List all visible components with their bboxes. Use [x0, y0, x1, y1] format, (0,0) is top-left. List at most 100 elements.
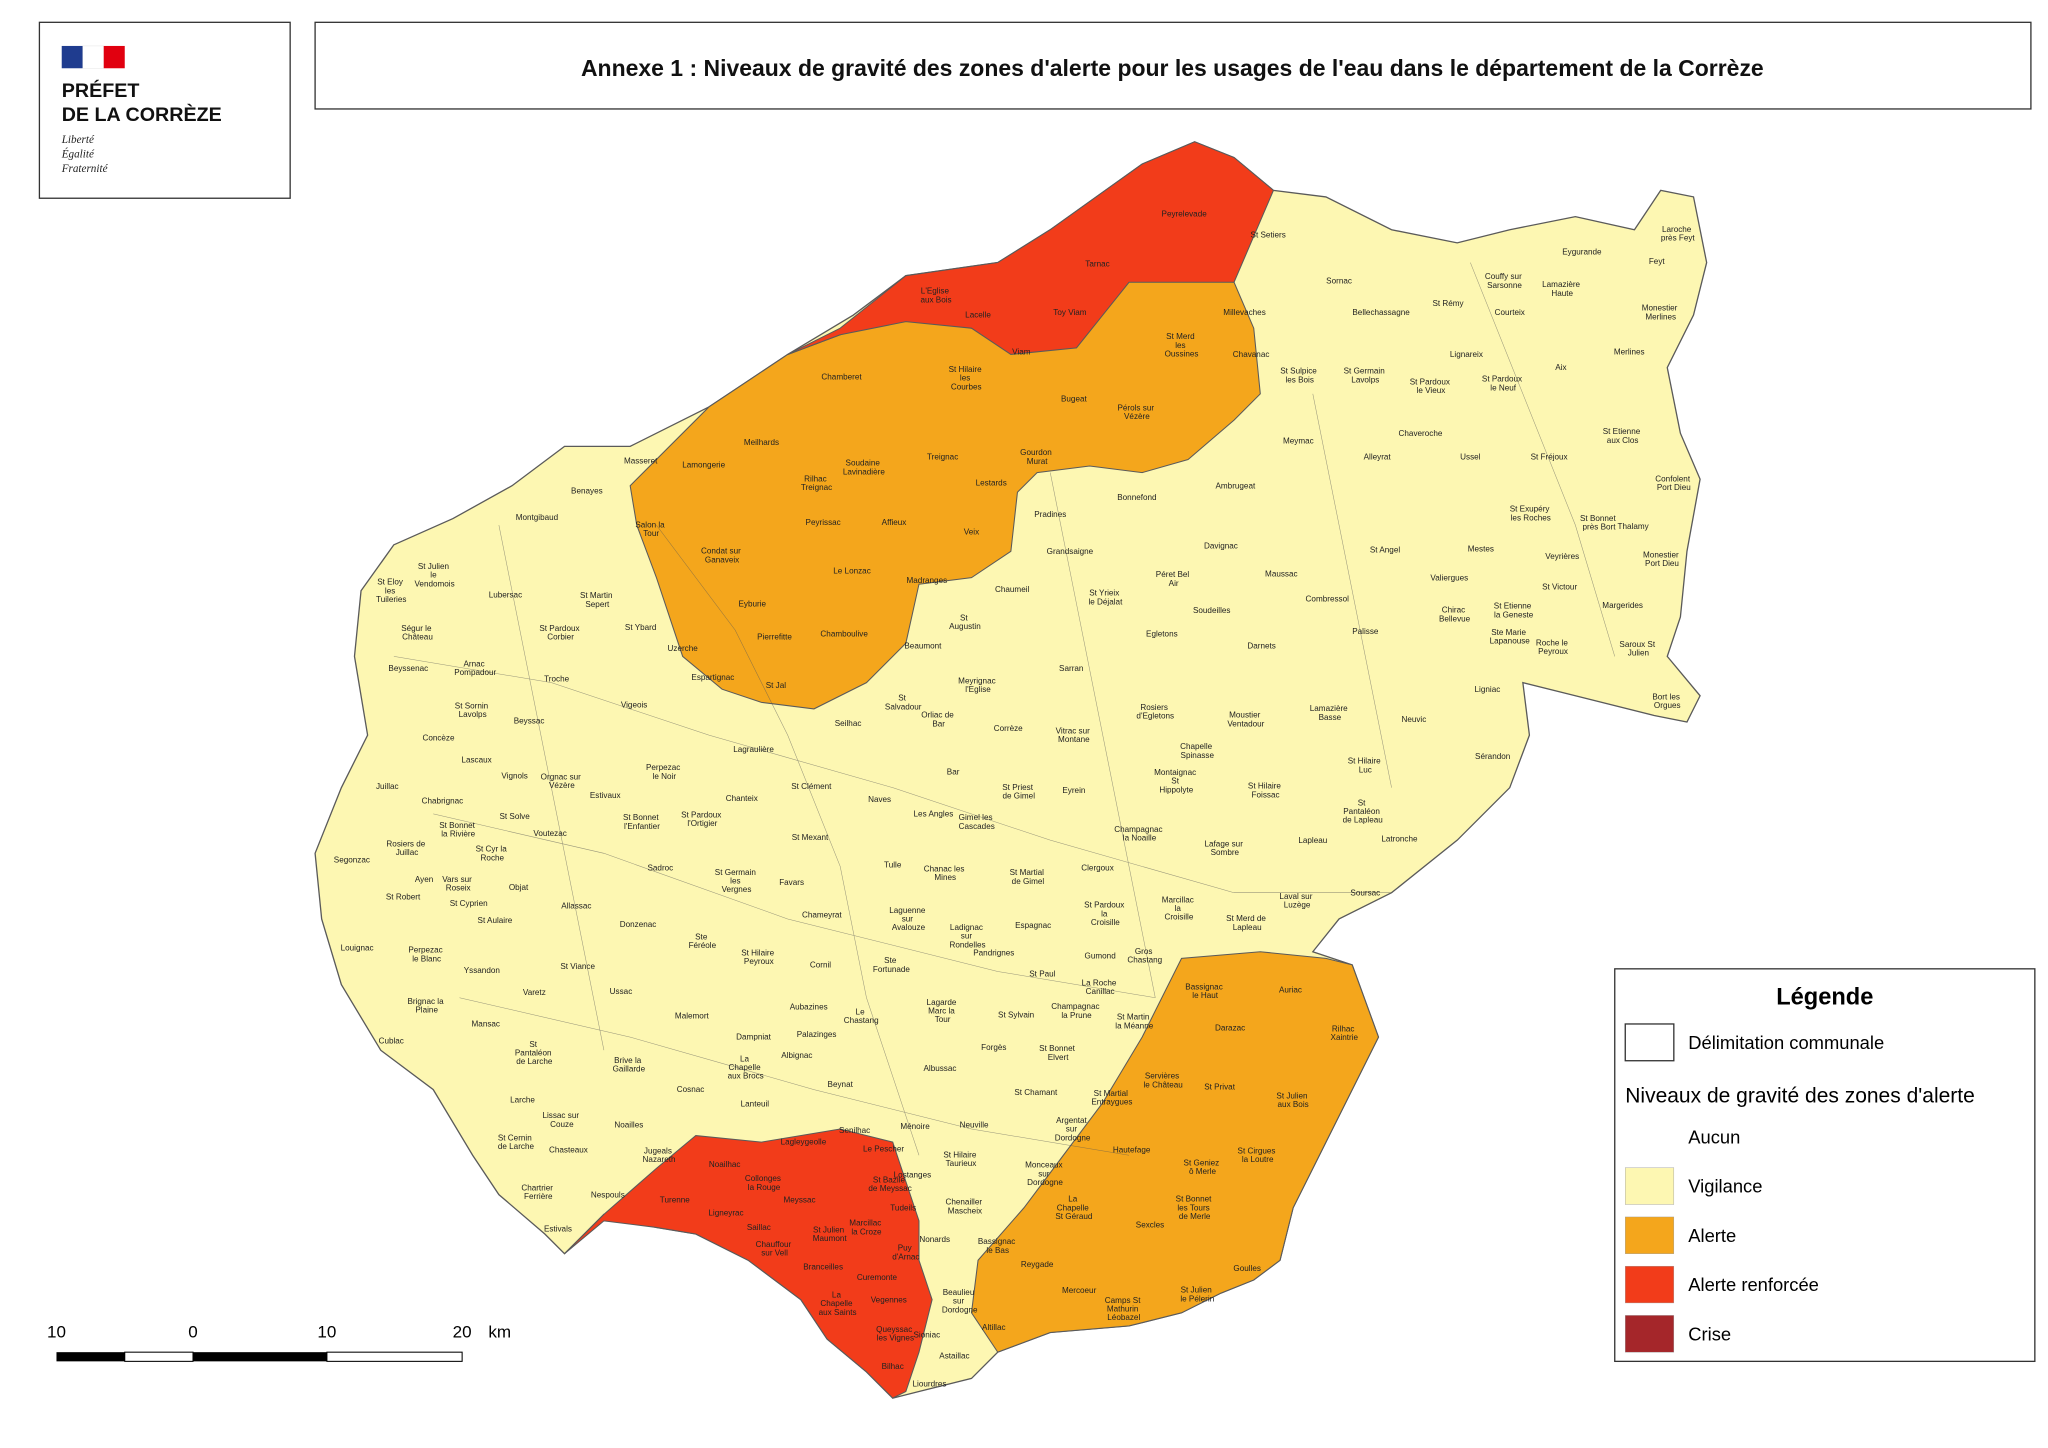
commune-label-line: le Vieux — [1417, 386, 1446, 395]
commune-label: Orgnac sur Vézère — [541, 772, 583, 790]
commune-label: St Bazile de Meyssac — [868, 1175, 911, 1193]
commune-label-line: Bugeat — [1061, 395, 1087, 404]
commune-label: St Clément — [791, 782, 832, 791]
commune-label-line: St Martin — [1117, 1013, 1152, 1022]
commune-label: Gros Chastang — [1127, 947, 1162, 965]
commune-label: St Privat — [1204, 1083, 1235, 1092]
commune-label-line: le Bas — [986, 1246, 1009, 1255]
commune-label-line: Tour — [643, 529, 659, 538]
legend-swatch — [1625, 1167, 1675, 1205]
commune-label: Tudeils — [890, 1203, 916, 1212]
commune-label-line: Laguenne — [889, 906, 927, 915]
commune-label: Ligneyrac — [708, 1209, 743, 1218]
commune-label: Moustier Ventadour — [1227, 711, 1264, 729]
commune-label: Chapelle Spinasse — [1180, 742, 1214, 760]
commune-label-line: Chauffour — [756, 1240, 794, 1249]
commune-label: Veyrières — [1545, 552, 1579, 561]
commune-label-line: Foissac — [1252, 790, 1280, 799]
commune-label: Perpezac le Blanc — [408, 946, 445, 964]
motto-line: Fraternité — [61, 163, 109, 175]
commune-label-line: Le Lonzac — [833, 567, 870, 576]
boundary — [1312, 393, 1392, 788]
commune-label: Montgibaud — [516, 513, 558, 522]
commune-label-line: St Géraud — [1055, 1212, 1092, 1221]
commune-label-line: Chameyrat — [802, 911, 842, 920]
commune-label: Argentat sur Dordogne — [1055, 1116, 1091, 1142]
commune-label-line: d'Arnac — [892, 1252, 919, 1261]
commune-label-line: Ganaveix — [705, 555, 739, 564]
commune-label-line: Roche — [481, 853, 505, 862]
commune-label-line: St — [1358, 798, 1368, 807]
legend-entry: Aucun — [1688, 1126, 1740, 1147]
commune-label: St Julien le Pélerin — [1180, 1286, 1214, 1304]
commune-label-line: Ambrugeat — [1215, 481, 1255, 490]
commune-label-line: Salon la — [635, 520, 667, 529]
commune-label: Segonzac — [334, 855, 370, 864]
commune-label: Laval sur Luzège — [1279, 892, 1314, 910]
commune-label-line: aux Saints — [819, 1308, 857, 1317]
commune-label-line: de Lapleau — [1343, 816, 1383, 825]
commune-label: Champagnac la Noaille — [1114, 825, 1165, 843]
commune-label-line: Arnac — [464, 660, 487, 669]
commune-label-line: Murat — [1027, 457, 1049, 466]
commune-label-line: Port Dieu — [1645, 559, 1679, 568]
brand-line: DE LA CORRÈZE — [62, 103, 222, 126]
commune-label: Allassac — [561, 901, 591, 910]
commune-label: Meymac — [1283, 437, 1314, 446]
commune-label-line: Lissac sur — [542, 1111, 581, 1120]
commune-label: Vignols — [501, 771, 528, 780]
commune-label-line: Lapleau — [1298, 836, 1327, 845]
commune-label-line: Veix — [964, 527, 979, 536]
commune-label-line: Pierrefitte — [757, 632, 792, 641]
commune-label-line: Cosnac — [677, 1085, 705, 1094]
commune-label-line: Rosiers — [1140, 703, 1170, 712]
commune-label-line: Chapelle — [1180, 742, 1214, 751]
commune-label: Margerides — [1602, 601, 1643, 610]
commune-label-line: St Fréjoux — [1531, 452, 1568, 461]
commune-label-line: Voutezac — [533, 829, 566, 838]
commune-label: St Ybard — [625, 623, 656, 632]
commune-label: Espagnac — [1015, 921, 1051, 930]
commune-label: Chartrier Ferrière — [521, 1183, 555, 1201]
commune-label-line: Uzerche — [668, 644, 699, 653]
commune-label: Turenne — [660, 1196, 690, 1205]
commune-label-line: Tour — [935, 1015, 951, 1024]
zones — [314, 141, 1708, 1399]
commune-label-line: Pantaléon — [515, 1048, 554, 1057]
commune-label-line: Taurieux — [946, 1159, 977, 1168]
commune-label-line: les Roches — [1511, 513, 1551, 522]
commune-label: Reygade — [1021, 1260, 1054, 1269]
commune-label-line: Puy — [898, 1244, 914, 1253]
commune-label-line: Brignac la — [407, 997, 445, 1006]
commune-label-line: Auriac — [1279, 985, 1302, 994]
commune-label-line: Corbier — [547, 633, 574, 642]
commune-label: Uzerche — [668, 644, 699, 653]
commune-label-line: Vézère — [549, 781, 575, 790]
commune-label-line: St Eloy — [377, 578, 405, 587]
commune-label-line: Chastang — [1127, 956, 1162, 965]
commune-label-line: St Paul — [1029, 970, 1055, 979]
commune-label-line: la Méanne — [1115, 1021, 1153, 1030]
commune-label-line: St Clément — [791, 782, 832, 791]
commune-label: Bilhac — [882, 1362, 904, 1371]
commune-label-line: Monestier — [1643, 551, 1681, 560]
commune-label-line: St Cernin — [498, 1133, 534, 1142]
commune-label: St Etienne aux Clos — [1603, 427, 1643, 445]
commune-label-line: près Bort — [1583, 522, 1617, 531]
commune-label: Auriac — [1279, 985, 1302, 994]
commune-label: Gourdon Murat — [1020, 448, 1054, 466]
commune-label-line: Thalamy — [1618, 522, 1650, 531]
commune-label-line: Port Dieu — [1657, 483, 1691, 492]
commune-label: St Angel — [1370, 546, 1400, 555]
commune-label: Estivals — [544, 1224, 572, 1233]
commune-label: Masseret — [624, 456, 658, 465]
commune-label-line: Tulle — [884, 861, 902, 870]
commune-label: St Bonnet Elvert — [1039, 1044, 1077, 1062]
commune-label-line: Beyssac — [514, 716, 545, 725]
commune-label-line: Ste — [884, 956, 898, 965]
motto-line: Liberté — [61, 134, 95, 146]
commune-label-line: Peyrelevade — [1162, 210, 1208, 219]
commune-label-line: Lavolps — [1351, 375, 1379, 384]
commune-label-line: Cascades — [959, 822, 995, 831]
